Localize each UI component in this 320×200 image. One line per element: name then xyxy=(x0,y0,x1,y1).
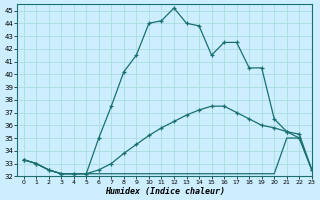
X-axis label: Humidex (Indice chaleur): Humidex (Indice chaleur) xyxy=(105,187,225,196)
